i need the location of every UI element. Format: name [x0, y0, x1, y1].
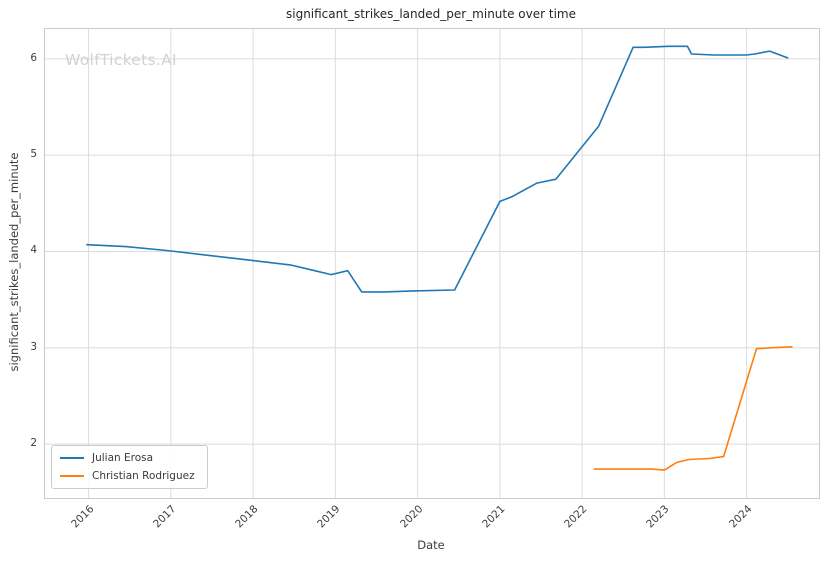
watermark: WolfTickets.AI [65, 51, 177, 69]
y-tick-label: 5 [30, 148, 37, 161]
x-axis-label: Date [417, 538, 445, 552]
legend-label: Christian Rodriguez [92, 469, 195, 482]
legend-item-christian-rodriguez: Christian Rodriguez [60, 469, 195, 482]
chart-title: significant_strikes_landed_per_minute ov… [285, 7, 576, 21]
series-line-julian-erosa [86, 45, 789, 293]
plot-canvas [45, 29, 819, 498]
legend: Julian Erosa Christian Rodriguez [51, 445, 208, 489]
y-tick-label: 3 [30, 340, 37, 353]
legend-line-swatch-julian-erosa [60, 457, 84, 460]
y-tick-label: 2 [30, 437, 37, 450]
legend-label: Julian Erosa [92, 452, 154, 464]
legend-line-swatch-christian-rodriguez [60, 474, 84, 477]
y-tick-label: 6 [30, 51, 37, 64]
plot-area: WolfTickets.AI Julian Erosa Christian Ro… [44, 28, 820, 499]
series-line-christian-rodriguez [593, 345, 793, 471]
legend-item-julian-erosa: Julian Erosa [60, 453, 195, 464]
y-tick-label: 4 [30, 244, 37, 257]
